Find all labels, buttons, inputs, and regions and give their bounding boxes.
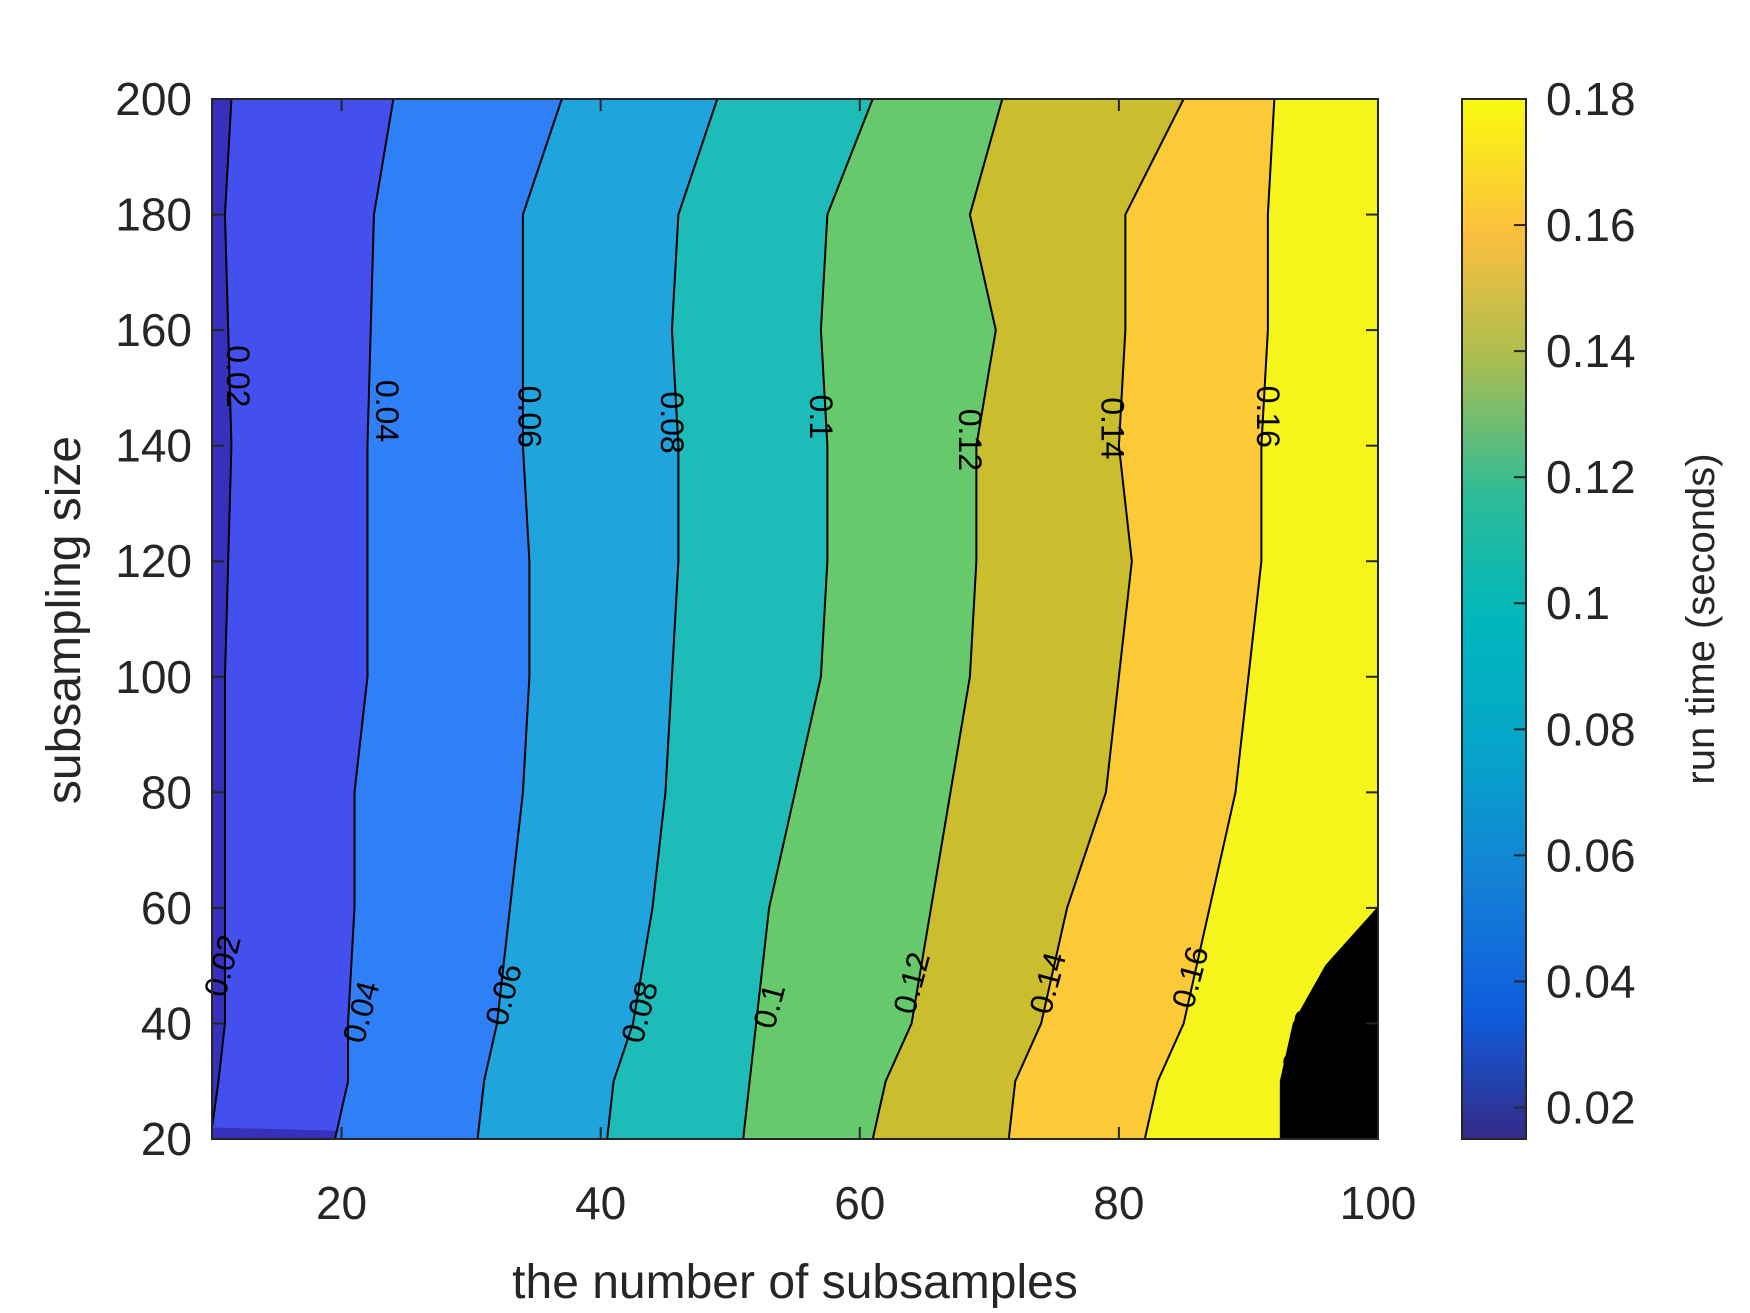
colorbar-tick-label: 0.18	[1546, 73, 1636, 125]
contour-label: 0.12	[952, 409, 988, 471]
contour-label: 0.14	[1094, 397, 1130, 459]
contour-line-0_14	[1007, 99, 1185, 1139]
colorbar-tick-label: 0.16	[1546, 199, 1636, 251]
colorbar-tick-label: 0.12	[1546, 451, 1636, 503]
contour-label-group: 0.06	[511, 386, 547, 448]
y-axis: 20 40 60 80 100 120 140 160 180 200	[115, 73, 1378, 1165]
contour-label-group: 0.14	[1094, 397, 1130, 459]
contour-label: 0.02	[220, 345, 256, 407]
colorbar-tick-label: 0.1	[1546, 577, 1610, 629]
y-tick-label: 80	[141, 766, 192, 818]
x-tick-label: 20	[316, 1177, 367, 1229]
colorbar: 0.02 0.04 0.06 0.08 0.1 0.12 0.14 0.16 0.18 run …	[1461, 73, 1723, 1140]
y-tick-label: 120	[115, 535, 192, 587]
contour-line-0_1	[742, 99, 874, 1139]
contour-label: 0.08	[654, 391, 690, 453]
colorbar-ticks: 0.02 0.04 0.06 0.08 0.1 0.12 0.14 0.16 0.18	[1514, 73, 1636, 1133]
colorbar-tick-label: 0.14	[1546, 325, 1636, 377]
colorbar-fill	[1461, 98, 1527, 1140]
contour-label-group: 0.02	[220, 345, 256, 407]
contour-label-group: 0.04	[369, 380, 405, 442]
y-tick-label: 40	[141, 997, 192, 1049]
colorbar-tick-label: 0.08	[1546, 703, 1636, 755]
colorbar-label: run time (seconds)	[1679, 453, 1723, 784]
x-tick-label: 40	[575, 1177, 626, 1229]
y-tick-label: 20	[141, 1113, 192, 1165]
contour-label: 0.1	[803, 395, 839, 439]
contour-band-9	[1280, 907, 1378, 1139]
contour-line-0_18	[1279, 907, 1378, 1139]
colorbar-tick-label: 0.04	[1546, 955, 1636, 1007]
x-tick-label: 60	[834, 1177, 885, 1229]
contour-label-group: 0.16	[1250, 386, 1286, 448]
contour-label: 0.16	[1250, 386, 1286, 448]
y-tick-label: 200	[115, 73, 192, 125]
contour-label: 0.06	[511, 386, 547, 448]
colorbar-tick-label: 0.06	[1546, 829, 1636, 881]
contour-label: 0.04	[369, 380, 405, 442]
y-tick-label: 180	[115, 189, 192, 241]
contour-line-0_08	[606, 99, 719, 1139]
y-tick-label: 140	[115, 420, 192, 472]
x-tick-label: 100	[1340, 1177, 1417, 1229]
x-axis-label: the number of subsamples	[512, 1256, 1078, 1309]
contour-line-0_04	[334, 99, 395, 1139]
y-tick-label: 60	[141, 882, 192, 934]
contour-band-8	[1144, 99, 1378, 1139]
x-tick-label: 80	[1093, 1177, 1144, 1229]
contour-label-group: 0.12	[952, 409, 988, 471]
plot-frame	[211, 98, 1379, 1140]
plot-area: 0.020.020.040.040.060.060.080.080.10.10.…	[197, 98, 1379, 1140]
contour-lines	[212, 99, 1378, 1139]
contour-label-group: 0.08	[654, 391, 690, 453]
contour-label-group: 0.1	[803, 395, 839, 439]
x-axis: 20 40 60 80 100	[316, 99, 1416, 1229]
colorbar-tick-label: 0.02	[1546, 1081, 1636, 1133]
contour-line-0_16	[1143, 99, 1276, 1139]
contour-line-0_02	[212, 99, 233, 1128]
contour-line-0_12	[871, 99, 1004, 1139]
contour-bands	[212, 99, 1378, 1139]
y-axis-label: subsampling size	[38, 436, 91, 804]
y-tick-label: 160	[115, 304, 192, 356]
contour-line-0_06	[476, 99, 563, 1139]
y-tick-label: 100	[115, 651, 192, 703]
